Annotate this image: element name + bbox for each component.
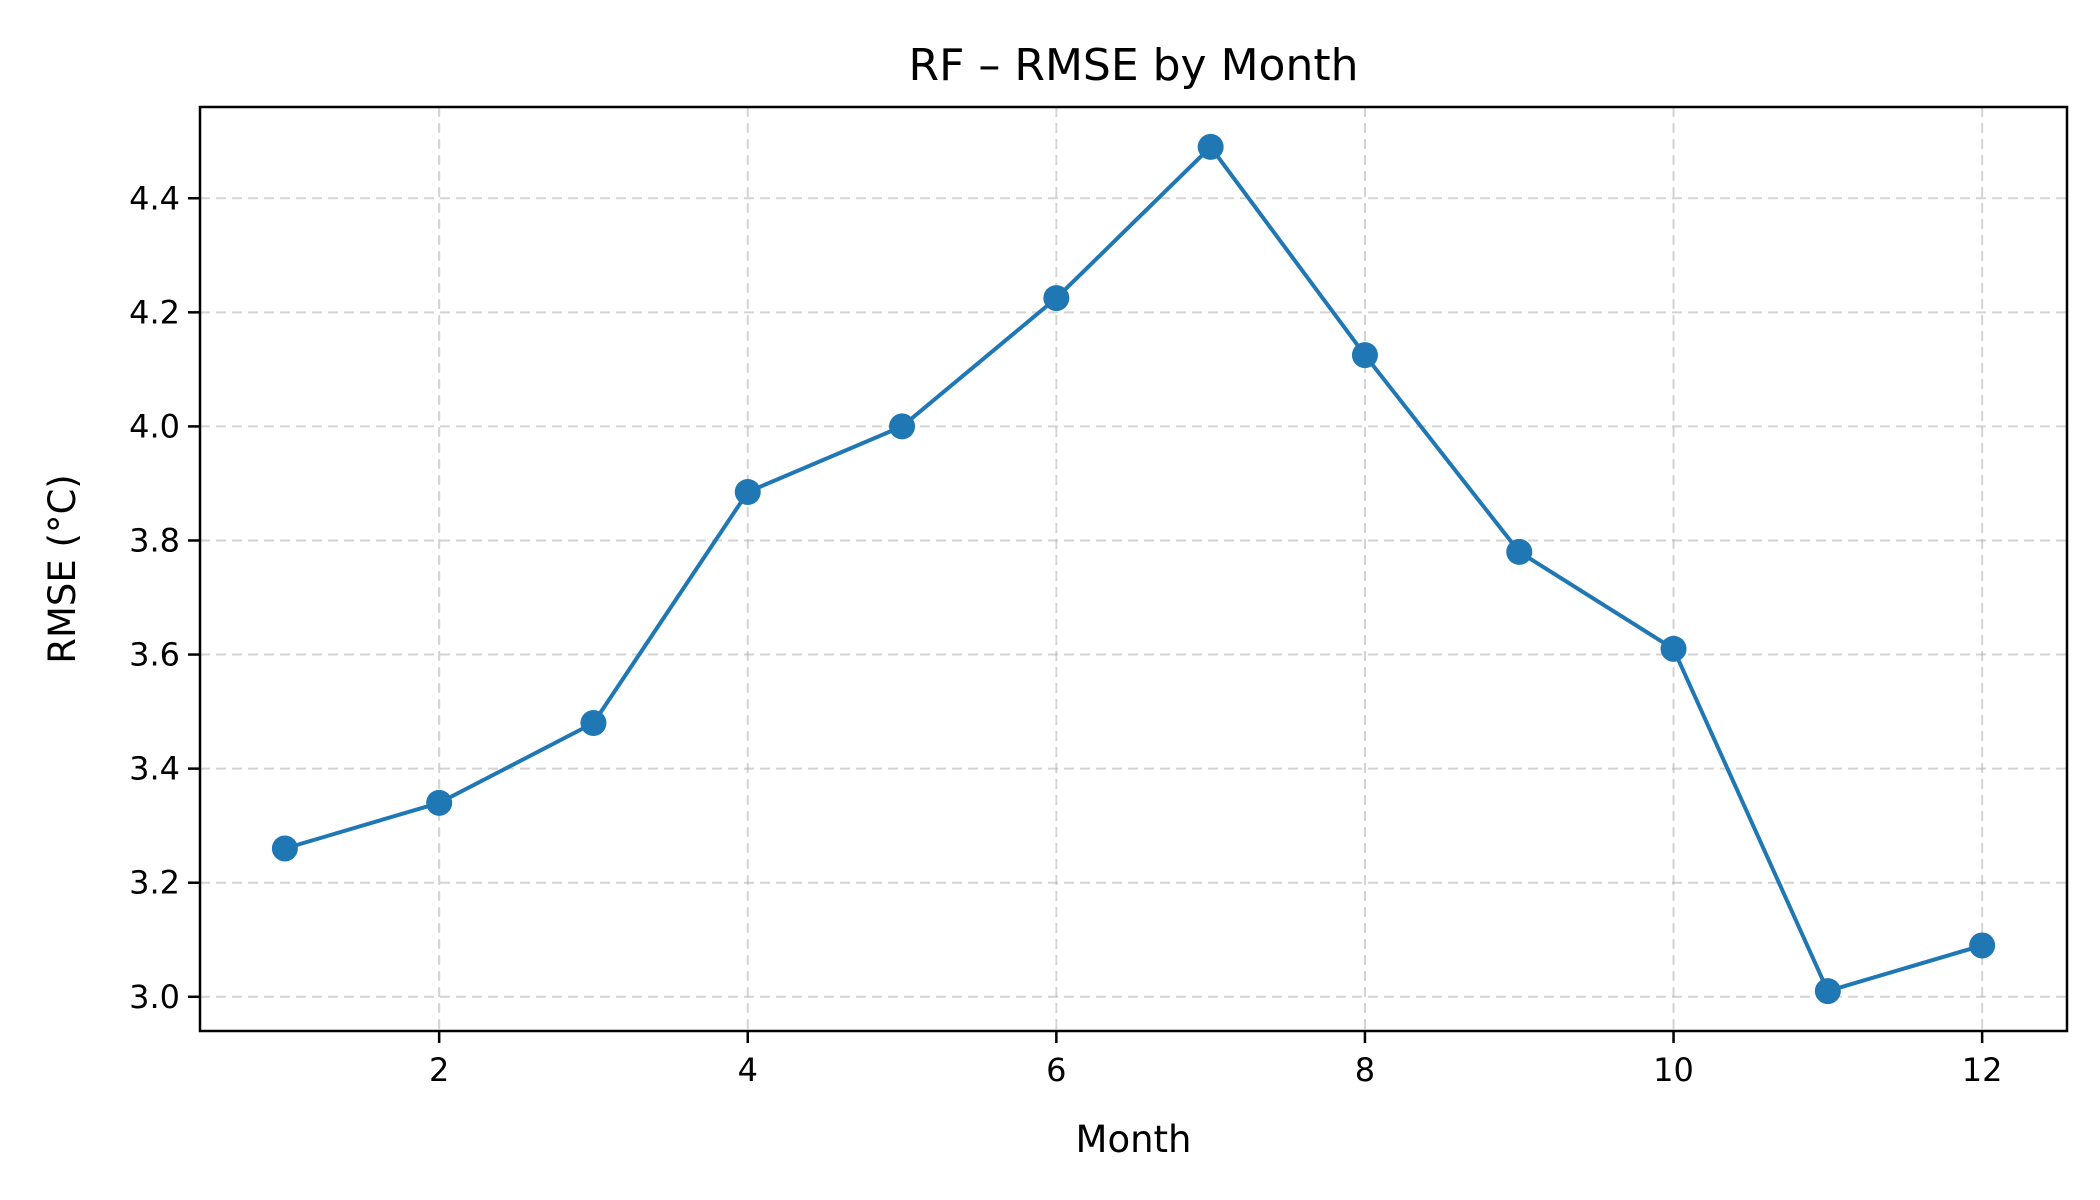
series-line (284, 144, 1983, 994)
y-axis-ticks: 3.0 3.2 3.4 3.6 3.8 4.0 4.2 4.4 (129, 179, 200, 1016)
plot-frame (198, 105, 2069, 1033)
x-tick-label: 2 (429, 1051, 449, 1089)
data-point (271, 835, 298, 862)
x-tick-label: 12 (1962, 1051, 2003, 1089)
y-tick-label: 3.2 (129, 864, 180, 902)
data-point (1197, 133, 1224, 160)
y-tick-label: 3.4 (129, 750, 180, 788)
y-tick-label: 3.8 (129, 521, 180, 559)
data-point (1660, 635, 1687, 662)
data-point (426, 789, 453, 816)
data-point (889, 413, 916, 440)
data-point (580, 710, 607, 736)
chart-title: RF – RMSE by Month (909, 40, 1359, 91)
data-point (1814, 978, 1841, 1005)
data-point (1969, 932, 1996, 959)
y-tick-label: 4.2 (129, 293, 180, 331)
data-point (1506, 538, 1533, 565)
x-axis-ticks: 2 4 6 8 10 12 (429, 1031, 2003, 1089)
series-layer (271, 133, 1996, 1005)
y-tick-label: 3.0 (129, 978, 180, 1016)
data-point (1043, 285, 1070, 312)
y-tick-label: 4.4 (129, 179, 180, 217)
data-point (1351, 342, 1378, 369)
x-tick-label: 4 (738, 1051, 758, 1089)
y-axis-label: RMSE (°C) (41, 474, 84, 663)
x-tick-label: 6 (1046, 1051, 1066, 1089)
x-tick-label: 8 (1355, 1051, 1375, 1089)
grid (200, 107, 2067, 1031)
y-tick-label: 4.0 (129, 407, 180, 445)
x-tick-label: 10 (1653, 1051, 1694, 1089)
data-point (734, 479, 761, 505)
x-axis-label: Month (1076, 1118, 1192, 1161)
y-tick-label: 3.6 (129, 636, 180, 674)
